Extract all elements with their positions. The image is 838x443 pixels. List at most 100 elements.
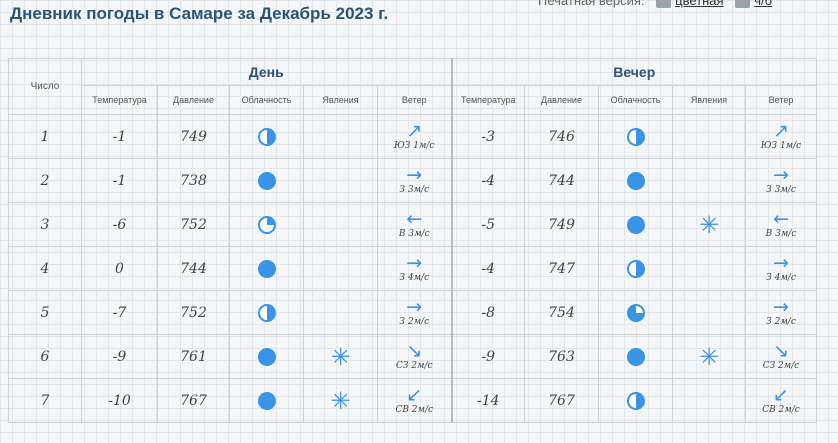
day-phenomena-cell: [303, 290, 378, 335]
day-pressure-cell: 749: [157, 114, 230, 159]
evening-phenomena-cell: [672, 290, 746, 335]
print-color-link[interactable]: цветная: [675, 0, 724, 8]
evening-temp-cell: -14: [450, 378, 525, 423]
wind-text: З 3м/с: [399, 184, 430, 195]
evening-pressure-cell: 763: [524, 334, 599, 379]
evening-cloud-cell: [598, 378, 673, 423]
wind-arrow-icon: →: [406, 251, 423, 274]
day-wind-cell: ↙ СВ 2м/с: [377, 378, 452, 423]
full-icon: [626, 171, 645, 190]
bw-printer-icon[interactable]: [735, 0, 751, 8]
evening-temp-cell: -4: [450, 158, 525, 203]
day-wind-header: Ветер: [377, 85, 452, 115]
evening-temp-cell: -3: [450, 114, 525, 159]
evening-phenomena-cell: ✳: [672, 334, 746, 379]
table-row: 3 -6 752 ← В 3м/с -5 749 ✳ ← В 3м/с: [8, 202, 817, 247]
day-temp-header: Температура: [81, 85, 158, 115]
evening-phenomena-cell: ✳: [672, 202, 746, 247]
evening-phenomena-header: Явления: [672, 85, 746, 115]
wind: → З 3м/с: [382, 163, 446, 195]
wind-text: ЮЗ 1м/с: [760, 140, 802, 151]
evening-phenomena-cell: [672, 158, 746, 203]
date-cell: 1: [8, 114, 82, 159]
wind-text: СВ 2м/с: [395, 404, 434, 415]
evening-temp-cell: -8: [450, 290, 525, 335]
day-wind-cell: ↘ СЗ 2м/с: [377, 334, 452, 379]
day-pressure-cell: 744: [157, 246, 230, 291]
table-row: 1 -1 749 ↗ ЮЗ 1м/с -3 746 ↗ ЮЗ 1м/с: [8, 114, 817, 159]
date-column-header: Число: [8, 58, 82, 115]
wind-arrow-icon: ↙: [406, 383, 423, 406]
date-cell: 4: [8, 246, 82, 291]
evening-cloud-cell: [598, 246, 673, 291]
evening-wind-cell: ↙ СВ 2м/с: [745, 378, 817, 423]
half-icon: [626, 259, 645, 278]
wind-text: СЗ 2м/с: [395, 360, 433, 371]
color-printer-icon[interactable]: [656, 0, 672, 8]
snow-icon: ✳: [698, 210, 720, 239]
evening-temp-cell: -9: [450, 334, 525, 379]
wind-text: СВ 2м/с: [762, 404, 800, 415]
day-cloud-cell: [229, 290, 304, 335]
wind: ↘ СЗ 2м/с: [749, 341, 813, 371]
print-version-label: Печатная версия:: [538, 0, 645, 8]
table-row: 5 -7 752 → З 2м/с -8 754 → З 2м/с: [8, 290, 817, 335]
wind-arrow-icon: ←: [773, 207, 789, 230]
day-wind-cell: → З 3м/с: [377, 158, 452, 203]
day-pressure-header: Давление: [157, 85, 230, 115]
wind-arrow-icon: →: [773, 295, 789, 318]
wind: → З 2м/с: [382, 295, 446, 327]
wind: → З 3м/с: [749, 165, 813, 195]
q3-icon: [626, 303, 645, 322]
evening-wind-cell: → З 3м/с: [745, 158, 817, 203]
date-cell: 3: [8, 202, 82, 247]
wind-text: СЗ 2м/с: [762, 360, 800, 371]
day-temp-cell: -1: [81, 114, 158, 159]
full-icon: [257, 391, 276, 410]
day-temp-cell: -10: [81, 378, 158, 423]
q1-icon: [257, 215, 276, 234]
day-cloud-cell: [229, 246, 304, 291]
day-cloud-cell: [229, 378, 304, 423]
wind-text: ЮЗ 1м/с: [394, 140, 435, 151]
full-icon: [257, 347, 276, 366]
wind-arrow-icon: ↗: [773, 119, 789, 142]
wind-arrow-icon: ↘: [406, 339, 423, 362]
wind: → З 4м/с: [749, 251, 813, 283]
wind-arrow-icon: →: [406, 295, 423, 318]
wind-text: З 3м/с: [766, 184, 796, 195]
wind-arrow-icon: →: [406, 163, 423, 186]
wind-arrow-icon: →: [773, 251, 789, 274]
full-icon: [626, 215, 645, 234]
day-phenomena-cell: [303, 202, 378, 247]
wind: ↗ ЮЗ 1м/с: [749, 119, 813, 151]
day-cloud-cell: [229, 202, 304, 247]
evening-wind-cell: ↘ СЗ 2м/с: [745, 334, 817, 379]
half-icon: [257, 303, 276, 322]
day-temp-cell: -9: [81, 334, 158, 379]
day-cloud-cell: [229, 334, 304, 379]
day-wind-cell: → З 2м/с: [377, 290, 452, 335]
day-cloud-header: Облачность: [229, 85, 304, 115]
day-temp-cell: -6: [81, 202, 158, 247]
print-bw-link[interactable]: ч/б: [754, 0, 773, 8]
evening-cloud-cell: [598, 202, 673, 247]
half-icon: [257, 127, 276, 146]
wind-text: З 4м/с: [399, 272, 430, 283]
day-phenomena-cell: [303, 158, 378, 203]
evening-pressure-header: Давление: [524, 85, 599, 115]
full-icon: [257, 171, 276, 190]
day-pressure-cell: 738: [157, 158, 230, 203]
wind-arrow-icon: ↙: [773, 383, 789, 406]
evening-group-header: Вечер: [450, 58, 817, 86]
day-phenomena-cell: [303, 114, 378, 159]
page-title: Дневник погоды в Самаре за Декабрь 2023 …: [10, 4, 389, 23]
day-pressure-cell: 752: [157, 202, 230, 247]
snow-icon: ✳: [330, 386, 351, 415]
day-cloud-cell: [229, 158, 304, 203]
day-cloud-cell: [229, 114, 304, 159]
table-row: 4 0 744 → З 4м/с -4 747 → З 4м/с: [8, 246, 817, 291]
full-icon: [626, 347, 645, 366]
date-cell: 5: [8, 290, 82, 335]
day-wind-cell: ← В 3м/с: [377, 202, 452, 247]
